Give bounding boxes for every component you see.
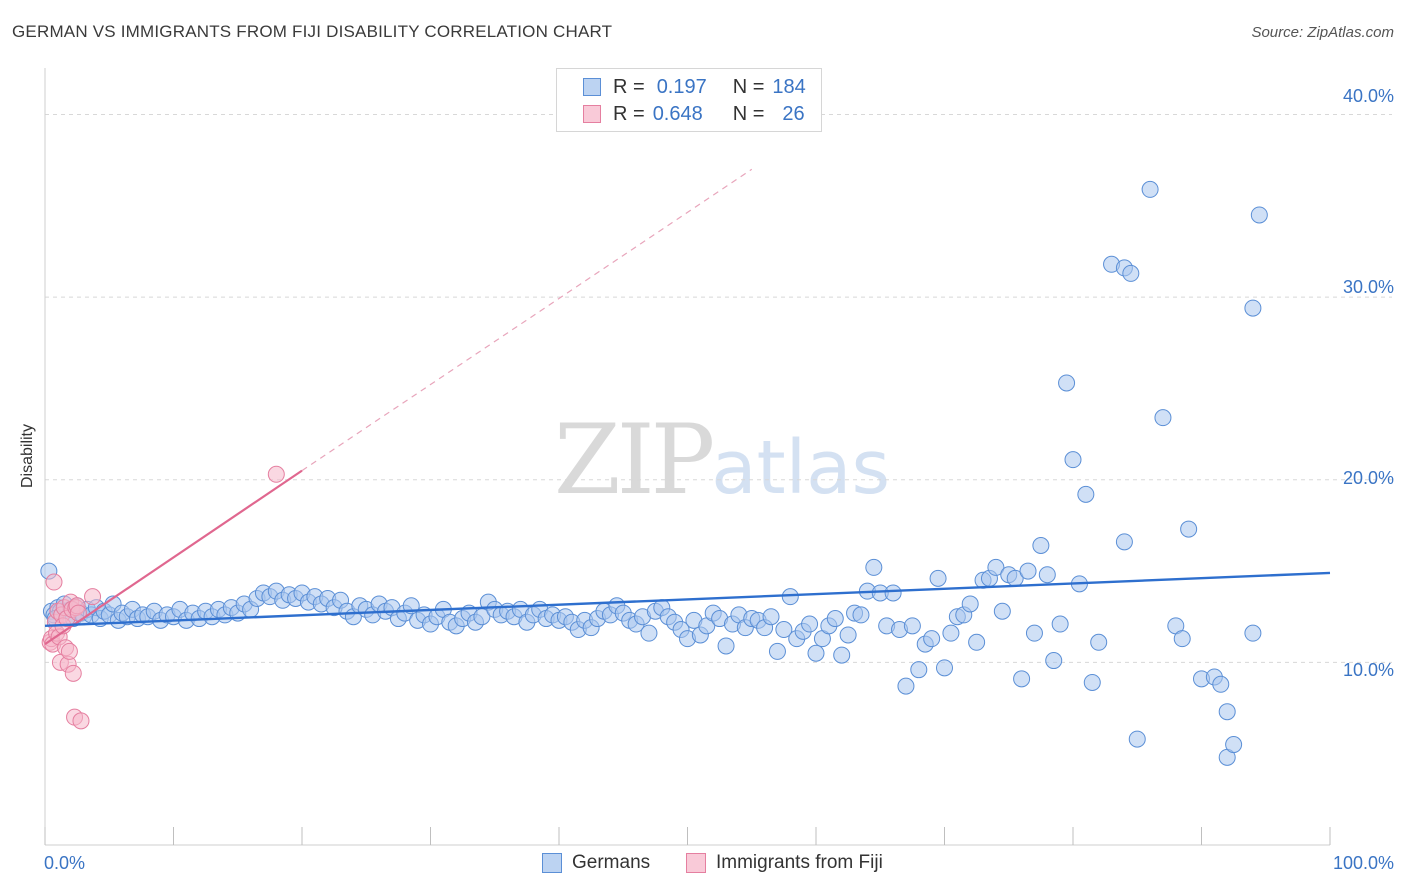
germans-point-157 <box>987 558 1005 576</box>
germans-point-138 <box>865 558 883 576</box>
germans-point-115 <box>717 637 735 655</box>
fiji-legend-label: Immigrants from Fiji <box>716 852 883 873</box>
germans-point-190 <box>1250 206 1268 224</box>
germans-point-192 <box>1244 624 1262 642</box>
chart-title: GERMAN VS IMMIGRANTS FROM FIJI DISABILIT… <box>12 22 613 41</box>
fiji-trend-extension <box>301 168 753 472</box>
germans-point-136 <box>852 606 870 624</box>
x-tick-label-0: 0.0% <box>44 853 86 873</box>
germans-legend-swatch <box>542 853 562 873</box>
germans-point-191 <box>1244 299 1262 317</box>
legend-item-fiji[interactable]: Immigrants from Fiji <box>686 852 883 874</box>
germans-n-label: N = <box>732 75 765 98</box>
germans-point-172 <box>1083 673 1101 691</box>
germans-point-149 <box>936 659 953 677</box>
germans-point-148 <box>929 569 947 587</box>
germans-point-145 <box>910 661 928 679</box>
fiji-legend-swatch <box>686 853 706 873</box>
germans-point-103 <box>640 624 658 642</box>
fiji-r-value: 0.648 <box>652 102 703 125</box>
germans-point-158 <box>993 602 1011 620</box>
series-legend: Germans Immigrants from Fiji <box>0 852 1406 878</box>
source-credit: Source: ZipAtlas.com <box>1251 24 1394 41</box>
germans-point-133 <box>833 646 851 664</box>
germans-trend-line <box>44 571 1331 628</box>
germans-point-165 <box>1038 566 1056 584</box>
legend-row-germans: R = 0.197 N = 184 <box>557 74 806 100</box>
germans-point-187 <box>1218 703 1236 721</box>
germans-point-144 <box>903 617 921 635</box>
germans-point-167 <box>1051 615 1069 633</box>
germans-point-180 <box>1154 409 1172 427</box>
germans-point-147 <box>923 630 941 648</box>
germans-point-166 <box>1045 652 1063 670</box>
y-tick-label-40: 40.0% <box>1342 86 1394 106</box>
germans-r-value: 0.197 <box>656 75 707 98</box>
germans-legend-label: Germans <box>572 852 651 873</box>
fiji-point-18 <box>64 664 82 682</box>
germans-point-124 <box>775 621 793 639</box>
germans-point-162 <box>1019 562 1037 580</box>
y-tick-label-20: 20.0% <box>1342 468 1394 488</box>
germans-point-125 <box>781 588 799 606</box>
germans-point-173 <box>1090 633 1108 651</box>
germans-point-186 <box>1212 675 1230 693</box>
y-tick-label-30: 30.0% <box>1342 277 1394 297</box>
germans-point-122 <box>762 608 780 626</box>
watermark-zip: ZIP <box>554 404 715 516</box>
fiji-r-label: R = <box>613 102 645 125</box>
germans-point-132 <box>826 610 844 628</box>
germans-point-182 <box>1173 630 1191 648</box>
germans-point-183 <box>1180 520 1198 538</box>
stats-legend: R = 0.197 N = 184 R = 0.648 N = 26 <box>556 68 822 132</box>
germans-point-168 <box>1058 374 1076 392</box>
germans-swatch <box>583 78 601 96</box>
germans-point-164 <box>1032 537 1050 555</box>
germans-point-171 <box>1077 485 1095 503</box>
germans-point-178 <box>1128 730 1146 748</box>
germans-point-189 <box>1225 736 1243 754</box>
germans-point-177 <box>1115 533 1133 551</box>
germans-point-128 <box>801 615 819 633</box>
watermark: ZIPatlas <box>554 404 890 516</box>
x-tick-label-100: 100.0% <box>1332 853 1394 873</box>
germans-n-value: 184 <box>772 75 806 98</box>
germans-point-123 <box>768 642 786 660</box>
germans-point-141 <box>884 584 902 602</box>
germans-point-176 <box>1122 264 1140 282</box>
fiji-n-value: 26 <box>782 102 805 125</box>
fiji-point-23 <box>72 712 90 730</box>
germans-point-150 <box>942 624 960 642</box>
fiji-n-label: N = <box>732 102 765 125</box>
germans-point-163 <box>1025 624 1043 642</box>
germans-point-169 <box>1064 451 1082 469</box>
fiji-point-25 <box>267 465 285 483</box>
germans-point-161 <box>1013 670 1031 688</box>
germans-point-154 <box>968 633 986 651</box>
y-tick-label-10: 10.0% <box>1342 660 1394 680</box>
fiji-swatch <box>583 105 601 123</box>
germans-point-143 <box>897 677 915 695</box>
legend-item-germans[interactable]: Germans <box>542 852 650 874</box>
fiji-trend-line <box>44 469 303 646</box>
fiji-point-24 <box>84 588 102 606</box>
watermark-atlas: atlas <box>711 425 891 511</box>
germans-point-179 <box>1141 180 1159 198</box>
germans-point-134 <box>839 626 857 644</box>
germans-point-153 <box>961 595 979 613</box>
germans-r-label: R = <box>613 75 645 98</box>
fiji-point-15 <box>60 642 78 660</box>
germans-point-129 <box>807 644 825 662</box>
legend-row-fiji: R = 0.648 N = 26 <box>557 101 805 127</box>
fiji-point-3 <box>45 573 63 591</box>
